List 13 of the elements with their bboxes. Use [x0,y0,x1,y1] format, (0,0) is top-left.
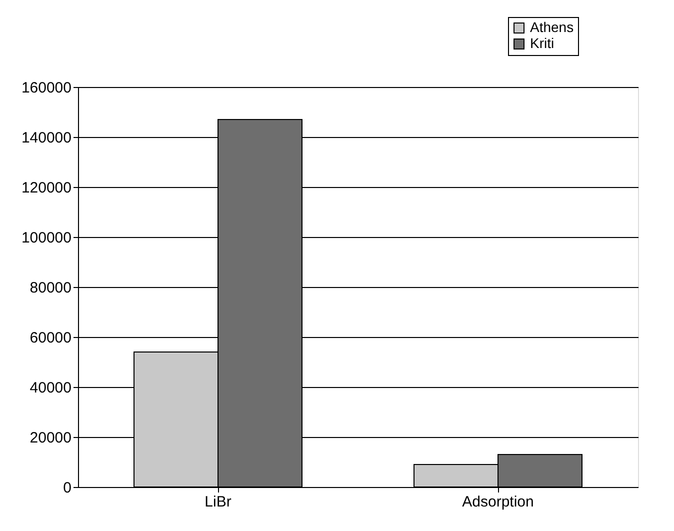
y-tick-label: 100000 [21,230,72,246]
y-tick-label: 140000 [21,130,72,146]
legend-label: Kriti [530,35,554,51]
x-tick-label: Adsorption [462,494,534,510]
y-tick-label: 60000 [30,330,72,346]
y-tick-label: 120000 [21,180,72,196]
y-tick-label: 0 [63,480,72,496]
x-tick-label: LiBr [204,494,232,510]
y-tick-label: 40000 [30,380,72,396]
y-tick-label: 160000 [21,80,72,96]
y-tick-label: 80000 [30,280,72,296]
legend-label: Athens [530,19,574,35]
y-tick-label: 20000 [30,430,72,446]
